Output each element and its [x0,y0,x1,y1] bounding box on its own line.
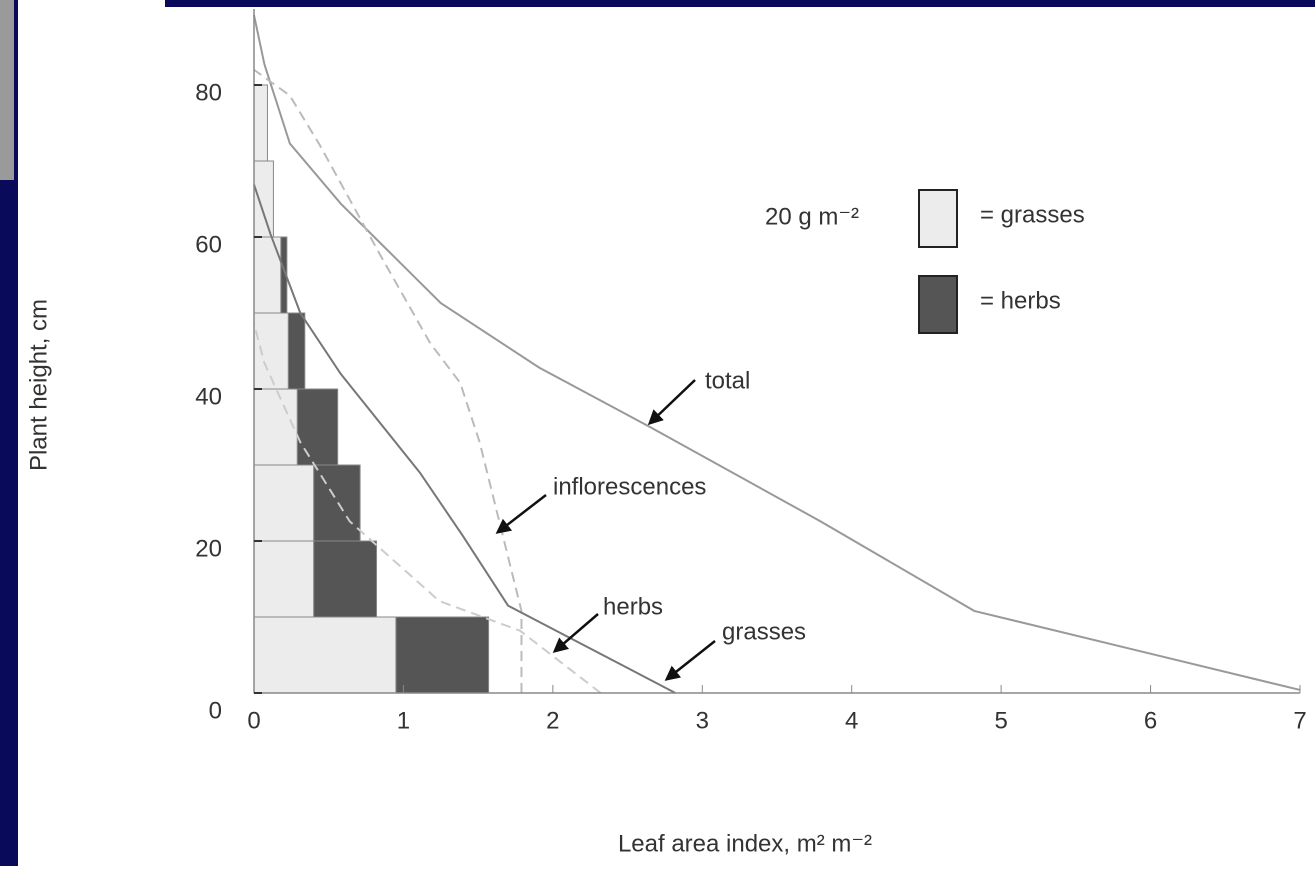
top-band [165,0,1315,7]
x-tick-label: 4 [845,707,858,734]
x-tick-label: 7 [1293,707,1306,734]
x-tick-label: 3 [696,707,709,734]
x-tick-label: 6 [1144,707,1157,734]
bar [254,85,267,161]
x-tick-label: 2 [546,707,559,734]
left-image [0,0,14,180]
arrow [498,495,546,532]
arrow [650,380,695,423]
legend-note: 20 g m⁻² [765,203,859,230]
line-label: total [705,367,750,394]
x-axis-label: Leaf area index, m² m⁻² [618,830,872,857]
legend-label: = herbs [980,287,1061,314]
bar [254,617,396,693]
x-tick-label: 1 [397,707,410,734]
y-axis-label: Plant height, cm [25,299,52,471]
line [254,15,1300,690]
bar [288,313,304,389]
line-label: inflorescences [553,473,706,500]
page: {"chart_data":{"type":"bar","orientation… [0,0,1315,866]
y-tick-label: 0 [209,697,222,724]
y-tick-label: 80 [195,79,222,106]
x-tick-label: 0 [247,707,260,734]
line-label: herbs [603,593,663,620]
bar [254,465,314,541]
x-tick-label: 5 [994,707,1007,734]
y-tick-label: 60 [195,231,222,258]
bar [254,389,297,465]
y-tick-label: 20 [195,535,222,562]
bar [297,389,337,465]
bar [254,161,273,237]
y-tick-label: 40 [195,383,222,410]
arrow [667,641,715,679]
bar [396,617,489,693]
chart: Plant height, cm Leaf area index, m² m⁻²… [0,0,1315,866]
line-label: grasses [722,618,806,645]
legend-label: = grasses [980,201,1085,228]
legend-swatch [919,276,957,333]
bar [314,541,377,617]
legend-swatch [919,190,957,247]
bar [254,541,314,617]
